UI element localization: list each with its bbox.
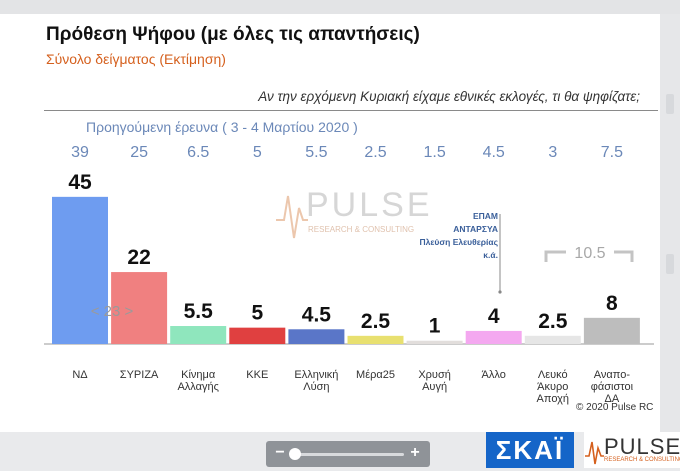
category-label: Ελληνική: [294, 369, 338, 381]
previous-value: 5: [253, 144, 262, 161]
chart-subtitle: Σύνολο δείγματος (Εκτίμηση): [46, 51, 226, 67]
data-label: 5.5: [184, 300, 214, 323]
data-label: 4: [488, 305, 500, 328]
bar: [524, 335, 581, 344]
previous-value: 5.5: [305, 144, 327, 161]
data-label: 22: [127, 246, 150, 269]
side-strip: [660, 14, 680, 432]
survey-question: Αν την ερχόμενη Κυριακή είχαμε εθνικές ε…: [258, 89, 640, 104]
pulse-logo-word: PULSE: [604, 434, 680, 459]
data-label: 5: [251, 302, 263, 325]
data-label: 2.5: [538, 310, 568, 333]
data-label: 8: [606, 292, 618, 315]
watermark-sub: RESEARCH & CONSULTING: [308, 225, 414, 234]
chart-title: Πρόθεση Ψήφου (με όλες τις απαντήσεις): [46, 24, 420, 45]
bar: [406, 340, 463, 344]
bar: [465, 330, 522, 344]
zoom-in-button[interactable]: +: [410, 444, 420, 461]
other-breakdown-item: ΕΠΑΜ: [473, 211, 498, 221]
other-breakdown-item: ΑΝΤΑΡΣΥΑ: [453, 224, 498, 234]
previous-value: 4.5: [483, 144, 505, 161]
category-label: ΣΥΡΙΖΑ: [120, 369, 159, 381]
data-label: 45: [68, 171, 92, 194]
zoom-slider-track[interactable]: [292, 453, 404, 456]
bar: [229, 327, 286, 344]
other-breakdown-item: Πλεύση Ελευθερίας: [420, 237, 499, 247]
side-mark: [666, 94, 674, 114]
other-breakdown-dot: [498, 290, 502, 294]
data-label: 2.5: [361, 310, 391, 333]
pulse-logo-sub: RESEARCH & CONSULTING: [604, 457, 680, 463]
category-label: ΔΑ: [605, 393, 620, 405]
previous-value: 3: [548, 144, 557, 161]
previous-value: 6.5: [187, 144, 209, 161]
combined-bracket-right: [614, 250, 634, 262]
side-mark: [666, 254, 674, 274]
previous-value: 25: [130, 144, 148, 161]
pulse-logo: PULSE RESEARCH & CONSULTING: [584, 432, 680, 468]
zoom-control[interactable]: − +: [266, 441, 430, 467]
category-label: Κίνημα: [181, 369, 216, 381]
chart-card: [0, 14, 660, 432]
data-label: 1: [429, 315, 441, 338]
category-label: Αναπο-: [594, 369, 631, 381]
top-bar: [0, 0, 680, 14]
copyright: © 2020 Pulse RC: [576, 402, 654, 413]
category-label: ΚΚΕ: [246, 369, 268, 381]
category-label: Αλλαγής: [177, 381, 218, 393]
category-label: φάσιστοι: [591, 381, 634, 393]
bar: [52, 196, 108, 344]
previous-value: 7.5: [601, 144, 623, 161]
category-label: Αποχή: [537, 393, 569, 405]
combined-bracket-left: [544, 250, 566, 262]
data-label: 4.5: [302, 303, 332, 326]
category-label: Λύση: [303, 381, 329, 393]
question-divider: [44, 110, 658, 111]
previous-value: 39: [71, 144, 89, 161]
bar: [111, 272, 168, 344]
previous-value: 1.5: [423, 144, 445, 161]
skai-logo: ΣΚΑΪ: [486, 432, 574, 468]
category-label: Αυγή: [422, 381, 447, 393]
category-label: Μέρα25: [356, 369, 395, 381]
previous-value: 2.5: [364, 144, 386, 161]
category-label: Χρυσή: [418, 369, 451, 381]
category-label: ΝΔ: [72, 369, 88, 381]
combined-label: 10.5: [574, 245, 605, 262]
category-label: Λευκό: [538, 369, 568, 381]
watermark-word: PULSE: [306, 186, 433, 224]
bar: [288, 329, 345, 344]
watermark-wave-icon: [276, 195, 308, 239]
bar: [170, 326, 227, 344]
previous-survey-label: Προηγούμενη έρευνα ( 3 - 4 Μαρτίου 2020 …: [86, 119, 358, 135]
zoom-out-button[interactable]: −: [275, 444, 285, 461]
bar: [347, 335, 404, 344]
bar: [583, 317, 640, 344]
category-label: Άλλο: [482, 369, 506, 381]
other-breakdown-item: κ.ά.: [483, 250, 498, 260]
category-label: Άκυρο: [537, 381, 568, 393]
pulse-wave-icon: [585, 441, 604, 465]
zoom-slider-handle[interactable]: [289, 448, 301, 460]
syriza-compare-annotation: < 23 >: [91, 303, 134, 320]
